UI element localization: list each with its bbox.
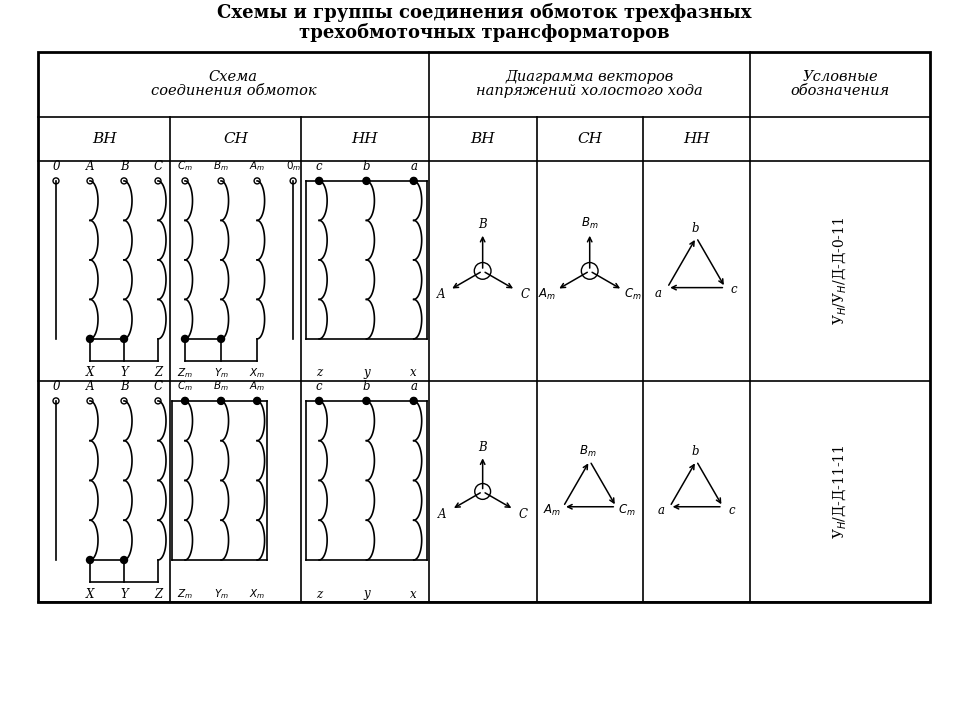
- Text: A: A: [438, 508, 446, 521]
- Text: НН: НН: [684, 132, 709, 146]
- Text: напряжений холостого хода: напряжений холостого хода: [476, 84, 703, 99]
- Text: x: x: [410, 588, 417, 600]
- Text: Z: Z: [154, 366, 162, 379]
- Text: $A_m$: $A_m$: [249, 379, 265, 393]
- Text: У$_H$/Д-Д-11-11: У$_H$/Д-Д-11-11: [831, 444, 849, 539]
- Text: $A_m$: $A_m$: [249, 159, 265, 173]
- Text: a: a: [655, 287, 661, 300]
- Text: b: b: [363, 380, 371, 393]
- Text: A: A: [437, 289, 445, 302]
- Text: z: z: [316, 366, 323, 379]
- Text: A: A: [85, 380, 94, 393]
- Text: c: c: [731, 283, 737, 296]
- Text: C: C: [154, 160, 162, 173]
- Text: b: b: [363, 160, 371, 173]
- Text: $B_m$: $B_m$: [213, 159, 228, 173]
- Circle shape: [86, 336, 93, 343]
- Text: соединения обмоток: соединения обмоток: [151, 84, 316, 99]
- Text: $X_m$: $X_m$: [249, 366, 265, 379]
- Text: СН: СН: [577, 132, 602, 146]
- Text: y: y: [363, 366, 370, 379]
- Circle shape: [410, 177, 418, 184]
- Circle shape: [181, 397, 188, 405]
- Text: Y: Y: [120, 588, 128, 600]
- Text: $B_m$: $B_m$: [581, 216, 598, 231]
- Text: $B_m$: $B_m$: [213, 379, 228, 393]
- Text: b: b: [691, 446, 699, 459]
- Text: $0_m$: $0_m$: [285, 159, 300, 173]
- Text: Схема: Схема: [209, 71, 258, 84]
- Text: $A_m$: $A_m$: [538, 287, 556, 302]
- Text: СН: СН: [223, 132, 248, 146]
- Circle shape: [121, 557, 128, 564]
- Text: Y: Y: [120, 366, 128, 379]
- Circle shape: [121, 336, 128, 343]
- Text: B: B: [478, 441, 487, 454]
- Text: обозначения: обозначения: [790, 84, 890, 99]
- Text: $C_m$: $C_m$: [624, 287, 641, 302]
- Text: $B_m$: $B_m$: [579, 444, 596, 459]
- Text: $C_m$: $C_m$: [177, 159, 193, 173]
- Circle shape: [218, 336, 225, 343]
- Text: C: C: [154, 380, 162, 393]
- Circle shape: [218, 397, 225, 405]
- Circle shape: [181, 336, 188, 343]
- Text: C: C: [518, 508, 527, 521]
- Text: B: B: [478, 218, 487, 231]
- Text: ВН: ВН: [470, 132, 495, 146]
- Text: $C_m$: $C_m$: [618, 503, 636, 518]
- Text: Z: Z: [154, 588, 162, 600]
- Text: B: B: [120, 160, 129, 173]
- Text: У$_H$/У$_H$/Д-Д-0-11: У$_H$/У$_H$/Д-Д-0-11: [831, 217, 849, 325]
- Text: a: a: [410, 160, 418, 173]
- Circle shape: [410, 397, 418, 405]
- Text: c: c: [316, 160, 323, 173]
- Text: X: X: [85, 366, 94, 379]
- Text: A: A: [85, 160, 94, 173]
- Text: $C_m$: $C_m$: [177, 379, 193, 393]
- Circle shape: [363, 397, 370, 405]
- Text: z: z: [316, 588, 323, 600]
- Circle shape: [363, 177, 370, 184]
- Text: 0: 0: [52, 380, 60, 393]
- Circle shape: [316, 177, 323, 184]
- Text: X: X: [85, 588, 94, 600]
- Text: a: a: [410, 380, 418, 393]
- Text: y: y: [363, 588, 370, 600]
- Text: $Z_m$: $Z_m$: [177, 366, 193, 379]
- Text: $X_m$: $X_m$: [249, 587, 265, 601]
- Text: $A_m$: $A_m$: [543, 503, 562, 518]
- Text: C: C: [520, 289, 529, 302]
- Text: Схемы и группы соединения обмоток трехфазных: Схемы и группы соединения обмоток трехфа…: [217, 3, 752, 22]
- Text: Условные: Условные: [803, 71, 877, 84]
- Text: a: a: [658, 504, 664, 517]
- Text: Диаграмма векторов: Диаграмма векторов: [505, 71, 673, 84]
- Text: $Y_m$: $Y_m$: [214, 366, 228, 379]
- Text: трехобмоточных трансформаторов: трехобмоточных трансформаторов: [299, 23, 669, 42]
- Text: ВН: ВН: [92, 132, 116, 146]
- Circle shape: [86, 557, 93, 564]
- Text: b: b: [691, 222, 699, 235]
- Text: B: B: [120, 380, 129, 393]
- Circle shape: [253, 397, 260, 405]
- Circle shape: [316, 397, 323, 405]
- Text: $Z_m$: $Z_m$: [177, 587, 193, 601]
- Text: $Y_m$: $Y_m$: [214, 587, 228, 601]
- Text: x: x: [410, 366, 417, 379]
- Text: 0: 0: [52, 160, 60, 173]
- Text: НН: НН: [351, 132, 378, 146]
- Text: c: c: [729, 504, 735, 517]
- Text: c: c: [316, 380, 323, 393]
